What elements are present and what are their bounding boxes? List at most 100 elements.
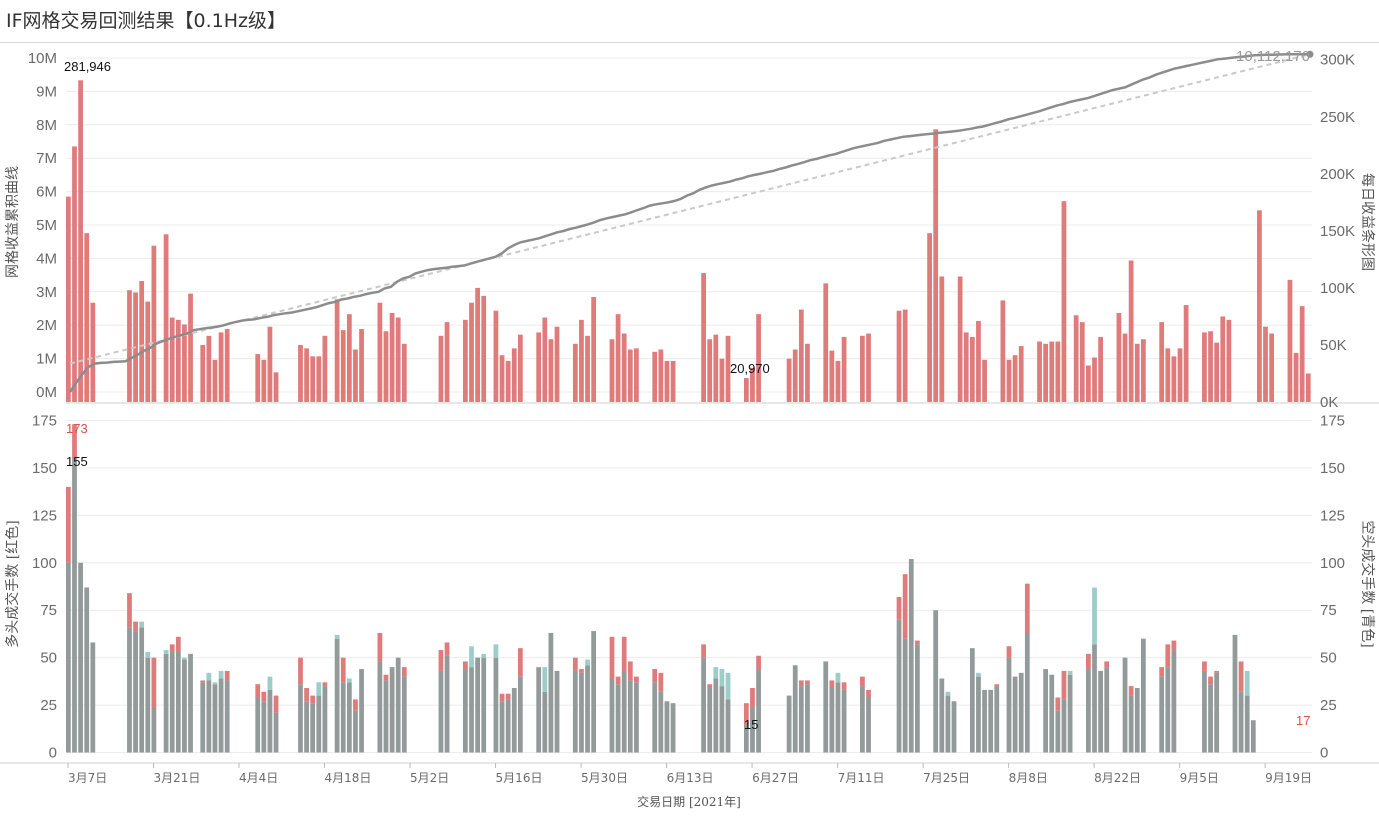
short-lots-bar xyxy=(267,676,273,690)
overlap-lots-bar xyxy=(908,558,914,753)
daily-profit-bar xyxy=(1000,300,1006,402)
overlap-lots-bar xyxy=(634,682,639,753)
daily-profit-bar xyxy=(218,332,224,402)
overlap-lots-bar xyxy=(481,657,487,753)
overlap-lots-bar xyxy=(548,632,554,753)
overlap-lots-bar xyxy=(493,657,499,753)
daily-profit-bar xyxy=(322,335,328,402)
overlap-lots-bar xyxy=(353,710,358,753)
short-lots-bar xyxy=(206,672,212,681)
long-lots-bar xyxy=(1024,583,1030,633)
long-lots-bar xyxy=(133,621,138,632)
overlap-lots-bar xyxy=(988,689,994,753)
daily-profit-bar xyxy=(701,273,706,402)
long-lots-bar xyxy=(273,695,279,713)
daily-profit-bar xyxy=(463,319,468,402)
overlap-lots-bar xyxy=(896,619,902,753)
overlap-lots-bar xyxy=(1122,657,1128,753)
daily-profit-bar xyxy=(389,313,395,402)
daily-profit-bar xyxy=(1055,341,1061,402)
long-lots-bar xyxy=(750,688,755,707)
y-tick-left-top: 9M xyxy=(36,83,57,100)
x-tick-label: 8月8日 xyxy=(1009,771,1048,785)
long-lots-bar xyxy=(1202,661,1207,671)
overlap-lots-bar xyxy=(591,631,597,753)
max-daily-profit-label: 281,946 xyxy=(64,59,111,74)
daily-profit-bar xyxy=(786,358,792,402)
daily-profit-bar xyxy=(1293,352,1299,402)
short-lots-bar xyxy=(1244,670,1250,696)
overlap-lots-bar xyxy=(334,638,340,753)
y-tick-left-bottom: 25 xyxy=(40,697,57,714)
x-tick-label: 4月18日 xyxy=(325,771,372,785)
overlap-lots-bar xyxy=(1055,710,1061,753)
overlap-lots-bar xyxy=(316,695,322,753)
daily-profit-bar xyxy=(383,331,389,402)
y-tick-right-bottom: 25 xyxy=(1320,697,1337,714)
overlap-lots-bar xyxy=(536,667,542,753)
daily-profit-bar xyxy=(175,319,181,402)
long-lots-bar xyxy=(1208,676,1213,685)
overlap-lots-bar xyxy=(475,657,480,753)
daily-profit-bar xyxy=(511,348,517,402)
overlap-lots-bar xyxy=(1232,634,1238,753)
daily-profit-bar xyxy=(1214,342,1220,402)
daily-profit-bar xyxy=(902,309,908,402)
short-lots-bar xyxy=(212,682,218,685)
y-tick-left-top: 3M xyxy=(36,284,57,301)
overlap-lots-bar xyxy=(719,686,725,753)
short-lots-bar xyxy=(163,650,169,654)
overlap-lots-bar xyxy=(835,682,841,753)
long-lots-bar xyxy=(66,486,71,563)
overlap-lots-bar xyxy=(1134,688,1140,753)
daily-profit-bar xyxy=(579,319,584,402)
daily-profit-bar xyxy=(1177,348,1183,402)
overlap-lots-bar xyxy=(994,686,1000,753)
daily-profit-bar xyxy=(1159,322,1165,402)
short-lots-bar xyxy=(334,634,340,639)
short-lots-bar xyxy=(182,657,187,660)
short-lots-bar xyxy=(493,644,499,658)
daily-profit-bar xyxy=(1006,359,1012,402)
daily-profit-bar xyxy=(151,245,157,402)
daily-profit-bar xyxy=(933,129,939,402)
daily-profit-bar xyxy=(1098,336,1103,402)
x-tick-label: 5月16日 xyxy=(496,771,543,785)
overlap-lots-bar xyxy=(725,699,731,753)
y-tick-left-bottom: 175 xyxy=(32,412,57,429)
daily-profit-bar xyxy=(725,335,731,402)
overlap-lots-bar xyxy=(1043,669,1049,753)
overlap-lots-bar xyxy=(66,562,71,753)
overlap-lots-bar xyxy=(517,676,523,753)
max-short-label: 155 xyxy=(66,454,88,469)
overlap-lots-bar xyxy=(469,667,474,753)
daily-profit-bar xyxy=(395,317,401,402)
long-lots-bar xyxy=(914,640,920,645)
trend-line xyxy=(69,53,1311,365)
overlap-lots-bar xyxy=(78,562,83,753)
long-lots-bar xyxy=(298,657,303,685)
y-tick-right-bottom: 125 xyxy=(1320,507,1345,524)
daily-profit-bar xyxy=(1092,357,1097,402)
overlap-lots-bar xyxy=(652,682,658,753)
overlap-lots-bar xyxy=(127,627,132,753)
short-lots-bar xyxy=(542,667,548,692)
long-lots-bar xyxy=(127,593,132,628)
x-tick-label: 9月19日 xyxy=(1265,771,1312,785)
y-tick-right-bottom: 150 xyxy=(1320,460,1345,477)
overlap-lots-bar xyxy=(982,689,987,753)
y-tick-right-top: 200K xyxy=(1320,166,1355,183)
overlap-lots-bar xyxy=(1092,644,1097,753)
overlap-lots-bar xyxy=(805,684,810,753)
x-tick-label: 4月4日 xyxy=(239,771,278,785)
overlap-lots-bar xyxy=(860,686,865,753)
overlap-lots-bar xyxy=(145,657,151,753)
daily-profit-bar xyxy=(719,358,725,402)
x-tick-label: 7月11日 xyxy=(838,771,885,785)
daily-profit-bar xyxy=(298,344,303,402)
overlap-lots-bar xyxy=(346,682,352,753)
overlap-lots-bar xyxy=(609,678,615,753)
daily-profit-bar xyxy=(139,281,145,402)
overlap-lots-bar xyxy=(261,701,267,753)
short-lots-bar xyxy=(725,672,731,700)
